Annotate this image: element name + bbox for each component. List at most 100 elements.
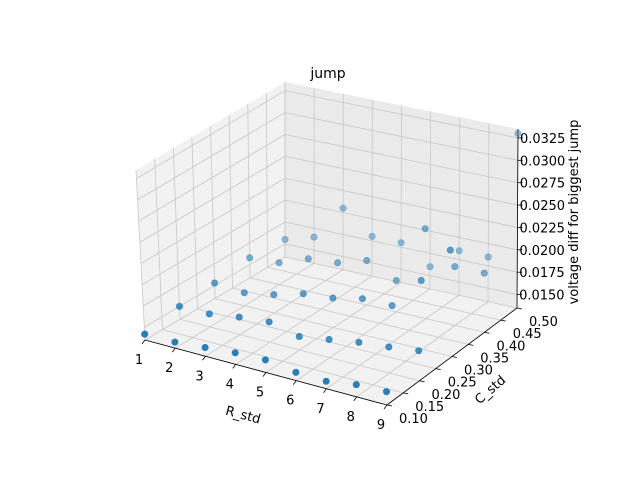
z-tick-label: 0.0175: [519, 266, 565, 281]
x-tick-label: 6: [286, 394, 294, 409]
grid-line-x: [487, 123, 490, 302]
grid-line-x: [458, 117, 461, 296]
tick-labels: 1 2 3 4 5 6 7 8 9 0.100.150.200.250.300.350.400.4…: [135, 132, 566, 433]
y-tick-label: 0.15: [415, 400, 444, 415]
grid-line-z: [140, 177, 286, 264]
axis-panes: [136, 82, 518, 405]
y-tick-label: 0.30: [464, 364, 493, 379]
grid-line-z: [284, 243, 518, 295]
data-points: [141, 130, 522, 396]
y-tick-mark: [403, 392, 409, 395]
grid-line-z: [142, 221, 286, 307]
grid-line-y: [162, 329, 404, 394]
data-point: [368, 232, 376, 240]
grid-line-z: [284, 155, 518, 206]
y-tick-mark: [468, 343, 474, 346]
grid-line-y: [172, 147, 181, 320]
data-point: [382, 388, 390, 396]
data-point: [426, 263, 434, 271]
data-point: [388, 302, 396, 310]
grid-line-z: [284, 199, 518, 251]
data-point: [385, 343, 393, 351]
grid-line-y: [265, 92, 268, 268]
grid-line-y: [284, 256, 518, 309]
data-point: [292, 368, 300, 376]
x-tick-mark: [353, 396, 358, 402]
x-tick-label: 4: [226, 377, 234, 392]
y-tick-label: 0.20: [432, 388, 461, 403]
data-point: [339, 204, 347, 212]
data-point: [281, 236, 289, 244]
data-point: [446, 246, 454, 254]
data-point: [325, 335, 333, 343]
x-tick-label: 2: [165, 361, 173, 376]
x-tick-mark: [292, 380, 297, 385]
data-point: [304, 255, 312, 263]
y-tick-mark: [435, 368, 441, 371]
grid-line-y: [232, 287, 469, 345]
y-tick-label: 0.25: [448, 376, 477, 391]
x-tick-mark: [383, 404, 388, 410]
z-tick-label: 0.0300: [520, 154, 566, 169]
x-tick-label: 9: [377, 418, 385, 433]
data-point: [235, 313, 243, 321]
z-tick-label: 0.0325: [520, 132, 566, 147]
data-point: [480, 269, 488, 277]
data-point: [397, 239, 405, 247]
y-tick-label: 0.45: [513, 327, 542, 342]
data-point: [514, 130, 522, 138]
grid-line-y: [214, 298, 453, 357]
grid-line-z: [284, 134, 518, 184]
x-tick-label: 1: [135, 353, 143, 368]
data-point: [310, 233, 318, 241]
y-tick-label: 0.35: [480, 351, 509, 366]
data-point: [421, 225, 429, 233]
data-point: [363, 256, 371, 264]
pane-left-wall: [136, 82, 285, 340]
data-point: [352, 381, 360, 389]
x-tick-label: 8: [347, 410, 355, 425]
data-point: [417, 276, 425, 284]
data-point: [265, 318, 273, 326]
y-tick-mark: [516, 307, 523, 310]
x-tick-label: 5: [256, 386, 264, 401]
data-point: [261, 356, 269, 364]
data-point: [240, 289, 248, 297]
data-point: [334, 259, 342, 267]
y-tick-mark: [386, 404, 393, 407]
z-tick-label: 0.0275: [520, 177, 566, 192]
data-point: [415, 347, 423, 355]
pane-floor: [145, 257, 517, 405]
grid-line-z: [141, 199, 286, 286]
grid-line-y: [228, 114, 233, 289]
data-point: [451, 263, 459, 271]
y-tick-label: 0.50: [529, 315, 558, 330]
data-point: [176, 302, 184, 310]
grid-line-z: [139, 156, 286, 243]
grid-line-y: [179, 318, 420, 382]
data-point: [322, 377, 330, 385]
y-tick-mark: [500, 319, 506, 322]
x-tick-mark: [262, 372, 267, 377]
grid-line-z: [284, 112, 518, 161]
x-tick-mark: [232, 364, 237, 369]
grid-line-y: [191, 136, 198, 309]
z-tick-label: 0.0150: [519, 289, 565, 304]
data-point: [211, 279, 219, 287]
grid-line-y: [249, 277, 485, 333]
x-tick-mark: [323, 388, 327, 393]
y-tick-mark: [451, 356, 458, 358]
data-point: [275, 259, 283, 267]
data-point: [205, 310, 213, 318]
x-tick-mark: [202, 356, 206, 361]
data-point: [455, 247, 463, 255]
z-tick-label: 0.0250: [520, 199, 566, 214]
x-tick-mark: [171, 347, 176, 353]
grid-line-z: [136, 90, 286, 179]
data-point: [484, 253, 492, 261]
data-point: [270, 291, 278, 299]
x-tick-label: 3: [195, 369, 203, 384]
data-point: [231, 349, 239, 357]
y-tick-label: 0.10: [399, 412, 428, 427]
